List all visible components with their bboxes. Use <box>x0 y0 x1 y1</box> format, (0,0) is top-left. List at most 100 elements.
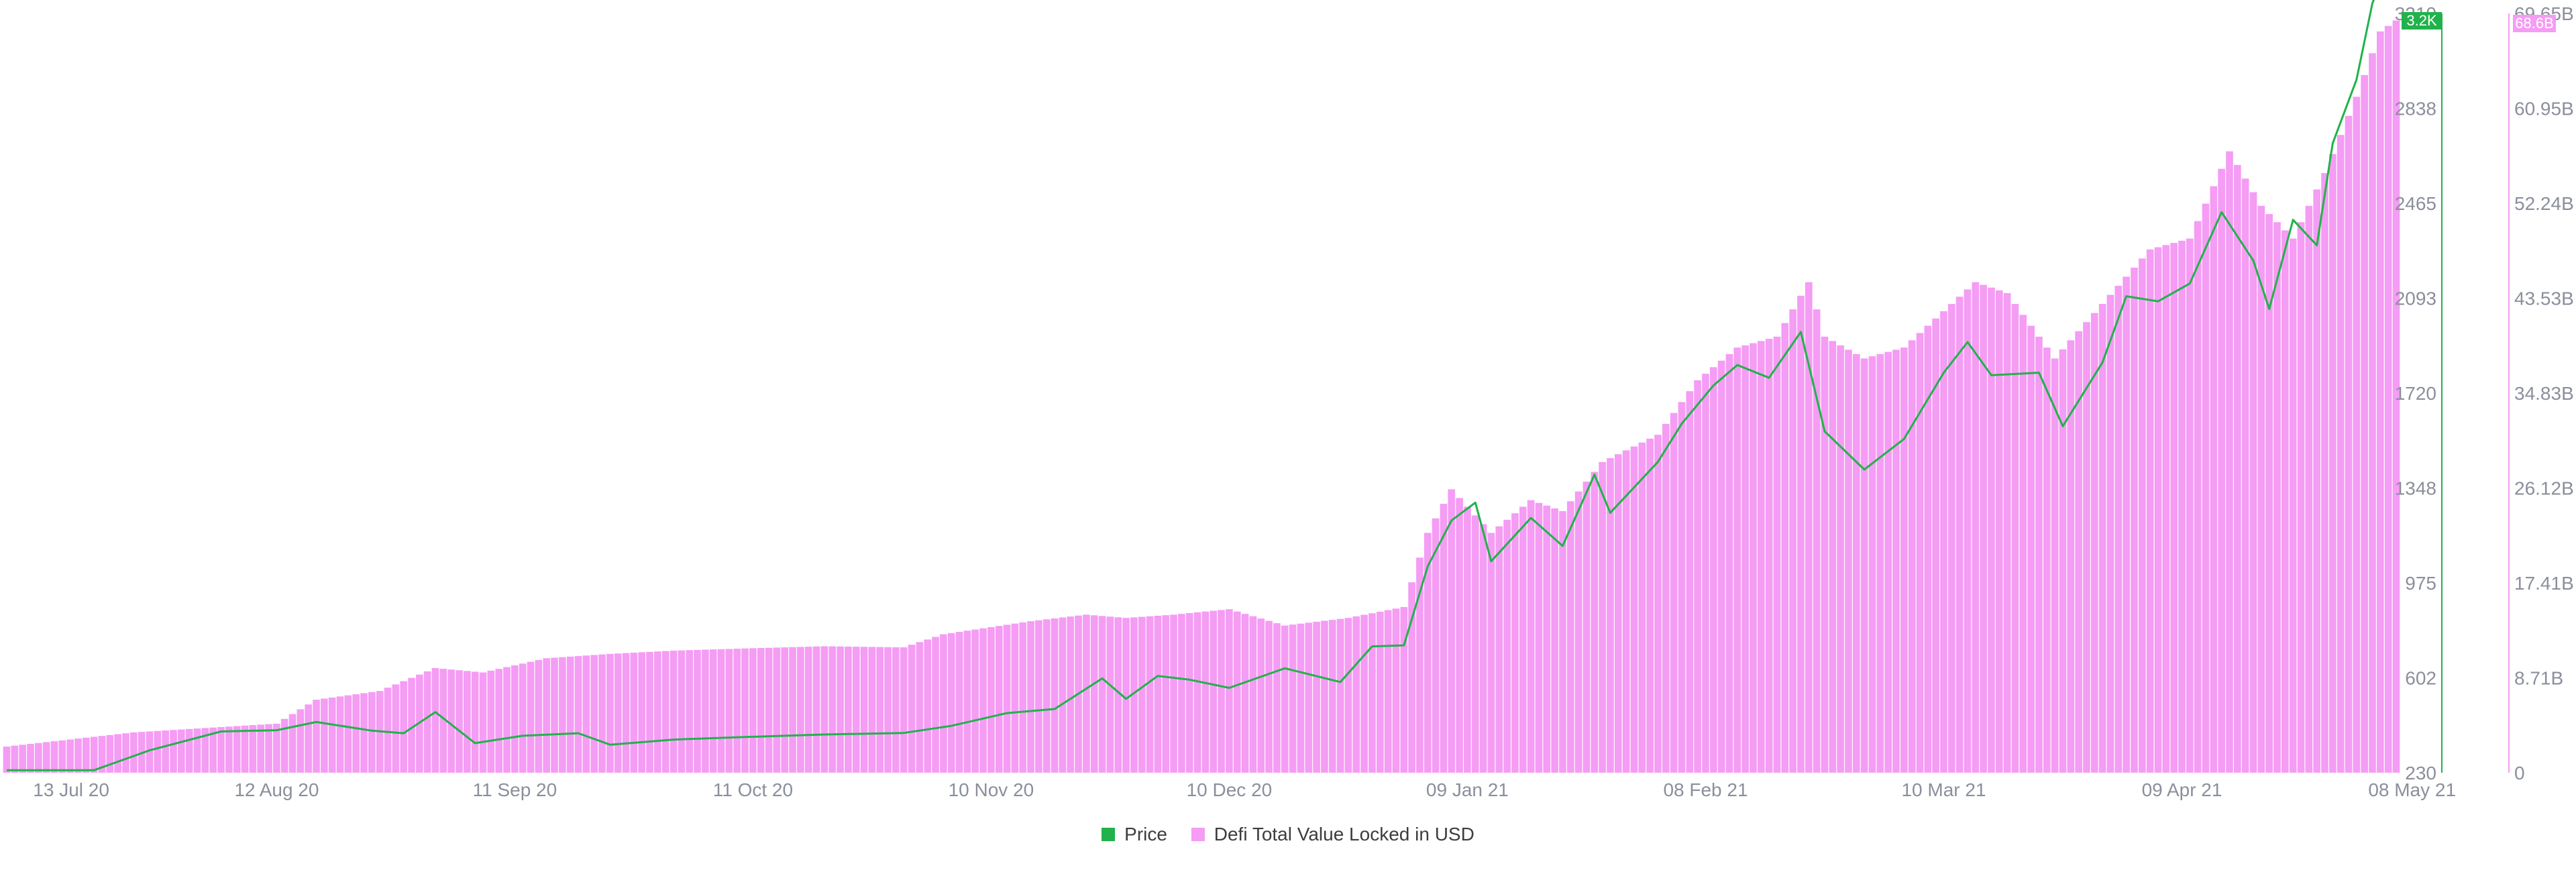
legend-label-tvl: Defi Total Value Locked in USD <box>1214 824 1474 844</box>
tvl-bar <box>924 639 932 773</box>
tvl-bar <box>1281 625 1289 773</box>
tvl-bar <box>1582 482 1591 773</box>
tvl-bar <box>209 727 217 773</box>
x-tick-label: 10 Dec 20 <box>1187 779 1273 800</box>
tvl-bar <box>392 684 400 773</box>
tvl-bar <box>2273 222 2281 773</box>
tvl-tick-label: 0 <box>2514 763 2525 783</box>
price-line-layer <box>7 0 2375 771</box>
tvl-bar <box>1321 620 1328 773</box>
tvl-bar <box>2067 340 2075 773</box>
tvl-bar <box>2241 178 2249 773</box>
tvl-bar <box>1289 624 1297 773</box>
tvl-bar <box>1201 611 1210 773</box>
tvl-bars <box>3 20 2400 773</box>
tvl-bar <box>1892 349 1900 773</box>
tvl-bar <box>654 651 661 773</box>
tvl-bar <box>892 647 900 773</box>
tvl-bar <box>83 737 90 773</box>
tvl-bar <box>678 650 686 773</box>
legend-item-price[interactable]: Price <box>1102 824 1167 845</box>
tvl-bar <box>360 693 368 773</box>
tvl-bar <box>574 656 582 773</box>
tvl-bar <box>820 646 828 773</box>
tvl-bar <box>2194 221 2202 773</box>
tvl-bar <box>1717 360 1725 773</box>
tvl-bar <box>288 714 297 773</box>
price-tick-label: 2465 <box>2395 193 2436 214</box>
tvl-bar <box>1336 618 1344 773</box>
tvl-tick-label: 43.53B <box>2514 288 2574 309</box>
tvl-bar <box>669 650 678 773</box>
tvl-bar <box>19 745 26 773</box>
tvl-bar <box>884 647 892 773</box>
tvl-bar <box>154 730 162 773</box>
tvl-bar <box>1535 502 1543 773</box>
tvl-bar <box>900 647 908 773</box>
tvl-bar <box>1344 618 1352 773</box>
tvl-bar <box>162 730 169 773</box>
tvl-bar <box>193 728 201 773</box>
tvl-bar <box>2289 238 2297 773</box>
tvl-bar <box>845 646 852 773</box>
tvl-bar <box>1368 613 1376 773</box>
tvl-bar <box>1622 450 1630 773</box>
price-current-badge-bg <box>2402 12 2442 30</box>
tvl-bar <box>686 650 694 773</box>
tvl-bar <box>2313 189 2320 773</box>
tvl-bar <box>1400 606 1408 773</box>
tvl-bar <box>1543 505 1551 773</box>
tvl-bar <box>447 669 455 773</box>
tvl-bar <box>1090 615 1098 773</box>
tvl-bar <box>1988 287 1995 773</box>
tvl-bar <box>955 632 963 773</box>
tvl-bar <box>1662 423 1670 773</box>
tvl-bar <box>1154 615 1162 773</box>
tvl-bar <box>1916 333 1924 773</box>
tvl-bar <box>2043 347 2051 773</box>
tvl-bar <box>1178 614 1185 773</box>
tvl-bar <box>90 737 98 773</box>
tvl-bar <box>709 649 717 773</box>
tvl-bar <box>1352 616 1360 773</box>
tvl-bar <box>2098 304 2106 773</box>
x-tick-label: 09 Jan 21 <box>1426 779 1509 800</box>
tvl-bar <box>1805 282 1813 773</box>
tvl-bar <box>1130 617 1138 773</box>
tvl-bar <box>1868 356 1876 773</box>
tvl-bar <box>646 651 653 773</box>
tvl-bar <box>2282 230 2289 773</box>
tvl-bar <box>471 671 479 773</box>
tvl-bar <box>2011 304 2019 773</box>
current-value-badges: 3.2K 68.6B <box>2402 12 2556 32</box>
tvl-bar <box>2384 25 2392 773</box>
tvl-bar <box>741 648 749 773</box>
tvl-bar <box>1852 353 1860 773</box>
tvl-bar <box>1162 615 1170 773</box>
tvl-bar <box>2146 249 2154 773</box>
tvl-bar <box>336 696 344 773</box>
tvl-bar <box>1972 282 1980 773</box>
price-current-badge: 3.2K <box>2406 12 2437 29</box>
tvl-bar <box>2170 243 2178 773</box>
tvl-bar <box>1122 618 1130 773</box>
tvl-bar <box>868 647 876 773</box>
tvl-bar <box>1599 461 1606 773</box>
tvl-bar <box>1741 345 1749 773</box>
tvl-bar <box>66 739 74 773</box>
tvl-bar <box>582 655 590 773</box>
tvl-bar <box>2218 168 2225 773</box>
tvl-bar <box>1638 442 1646 773</box>
tvl-bar <box>2249 192 2257 773</box>
tvl-bar <box>1947 304 1955 773</box>
tvl-bar <box>2369 53 2376 773</box>
tvl-bar <box>733 649 741 773</box>
legend-item-tvl[interactable]: Defi Total Value Locked in USD <box>1191 824 1474 845</box>
tvl-bar <box>1630 446 1638 773</box>
tvl-bar <box>265 724 272 773</box>
tvl-bar <box>622 653 630 773</box>
tvl-bar <box>1471 515 1479 773</box>
price-tick-label: 230 <box>2405 763 2436 783</box>
tvl-bar <box>313 700 320 773</box>
tvl-bar <box>408 677 415 773</box>
